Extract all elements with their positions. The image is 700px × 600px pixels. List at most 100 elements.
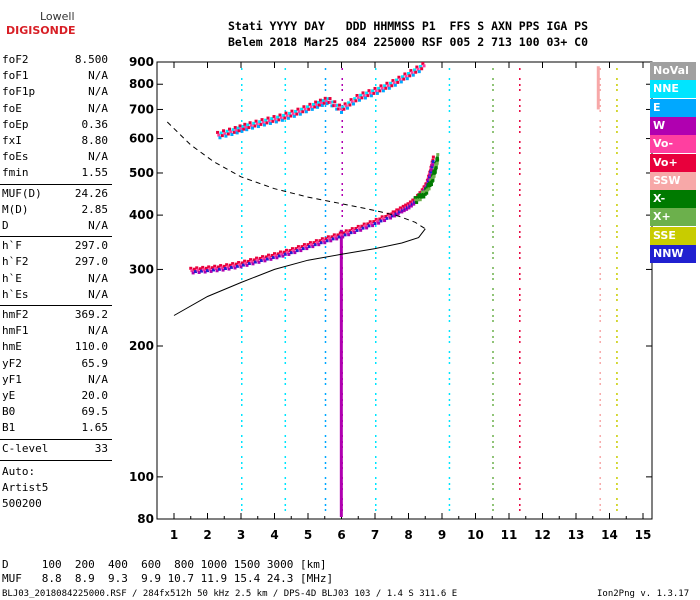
noise-point (492, 441, 494, 443)
noise-point (492, 309, 494, 311)
noise-point (448, 420, 451, 422)
noise-point (599, 147, 601, 149)
x-trace-point (425, 191, 429, 195)
o-trace-point (241, 263, 245, 267)
legend-item: X+ (650, 208, 696, 227)
noise-point (616, 141, 618, 143)
noise-point (492, 68, 494, 70)
noise-point (519, 110, 521, 112)
second-hop-point (219, 131, 223, 135)
o-trace-point (308, 241, 312, 245)
noise-point (375, 236, 377, 238)
noise-point (492, 89, 494, 91)
noise-point (375, 215, 377, 217)
param-row: MUF(D) 24.26 (2, 187, 108, 200)
second-hop-point (410, 71, 414, 75)
noise-point (492, 456, 494, 458)
noise-point (341, 147, 343, 149)
o-trace-point (386, 212, 390, 216)
noise-point (599, 194, 601, 196)
second-hop-point (283, 116, 287, 120)
o-trace-point (374, 217, 378, 221)
second-hop-point (301, 110, 305, 114)
noise-point (448, 173, 451, 175)
o-trace-point (385, 216, 389, 220)
o-trace-point (359, 228, 363, 232)
noise-point (324, 441, 327, 443)
noise-point (519, 168, 521, 170)
noise-point (616, 120, 618, 122)
second-hop-point (320, 103, 324, 107)
noise-point (375, 210, 377, 212)
second-hop-point (246, 123, 250, 127)
noise-point (284, 173, 287, 175)
noise-point (284, 509, 287, 511)
logo-lowell: Lowell (40, 10, 75, 23)
noise-point (448, 273, 451, 275)
noise-point (284, 105, 287, 107)
o-trace-point (397, 208, 401, 212)
second-hop-point (341, 105, 345, 109)
noise-point (241, 89, 243, 91)
o-trace-point (365, 226, 369, 230)
noise-point (241, 498, 243, 500)
noise-point (341, 89, 343, 91)
noise-point (375, 189, 377, 191)
noise-point (519, 246, 521, 248)
noise-point (241, 99, 243, 101)
noise-point (375, 383, 377, 385)
noise-point (599, 246, 601, 248)
second-hop-point (359, 93, 363, 97)
second-hop-point (363, 96, 367, 100)
noise-point (241, 210, 243, 212)
second-hop-point (411, 73, 415, 77)
o-trace-point (253, 260, 257, 264)
noise-point (341, 210, 343, 212)
o-trace-point (383, 219, 387, 223)
noise-point (492, 425, 494, 427)
noise-point (616, 504, 618, 506)
logo-digisonde: DIGISONDE (6, 24, 76, 37)
second-hop-point (422, 64, 426, 68)
second-hop-point (313, 105, 317, 109)
noise-point (492, 189, 494, 191)
noise-point (284, 462, 287, 464)
second-hop-point (367, 89, 371, 93)
noise-point (375, 288, 377, 290)
second-hop-point (420, 67, 424, 71)
noise-point (375, 309, 377, 311)
param-value: 8.500 (74, 53, 108, 66)
noise-point (492, 378, 494, 380)
o-trace-point (393, 210, 397, 214)
o-trace-point (232, 264, 236, 268)
o-trace-point (283, 252, 287, 256)
noise-point (448, 215, 451, 217)
o-trace-point (222, 264, 226, 268)
noise-point (284, 68, 287, 70)
o-trace-point (275, 256, 279, 260)
noise-point (375, 162, 377, 164)
noise-point (241, 383, 243, 385)
noise-point (375, 315, 377, 317)
noise-point (519, 320, 521, 322)
noise-point (519, 336, 521, 338)
o-trace-point (369, 222, 373, 226)
noise-point (241, 441, 243, 443)
noise-point (519, 162, 521, 164)
x-tick-label: 2 (203, 528, 211, 542)
o-trace-point (300, 245, 304, 249)
noise-point (599, 435, 601, 437)
noise-point (375, 446, 377, 448)
noise-point (241, 351, 243, 353)
noise-point (341, 194, 343, 196)
second-hop-point (384, 86, 388, 90)
second-hop-point (271, 119, 275, 123)
noise-point (492, 273, 494, 275)
header-line-1: Stati YYYY DAY DDD HHMMSS P1 FFS S AXN P… (228, 19, 589, 33)
noise-point (375, 336, 377, 338)
second-hop-point (402, 77, 406, 81)
noise-point (375, 225, 377, 227)
noise-point (599, 483, 601, 485)
param-value: 1.65 (81, 421, 109, 435)
